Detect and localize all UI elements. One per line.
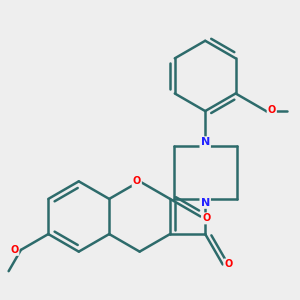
Text: O: O xyxy=(10,245,18,255)
Text: O: O xyxy=(268,105,276,115)
Text: N: N xyxy=(201,137,210,147)
Text: O: O xyxy=(133,176,141,186)
Text: O: O xyxy=(202,213,210,224)
Text: N: N xyxy=(201,198,210,208)
Text: O: O xyxy=(224,260,232,269)
